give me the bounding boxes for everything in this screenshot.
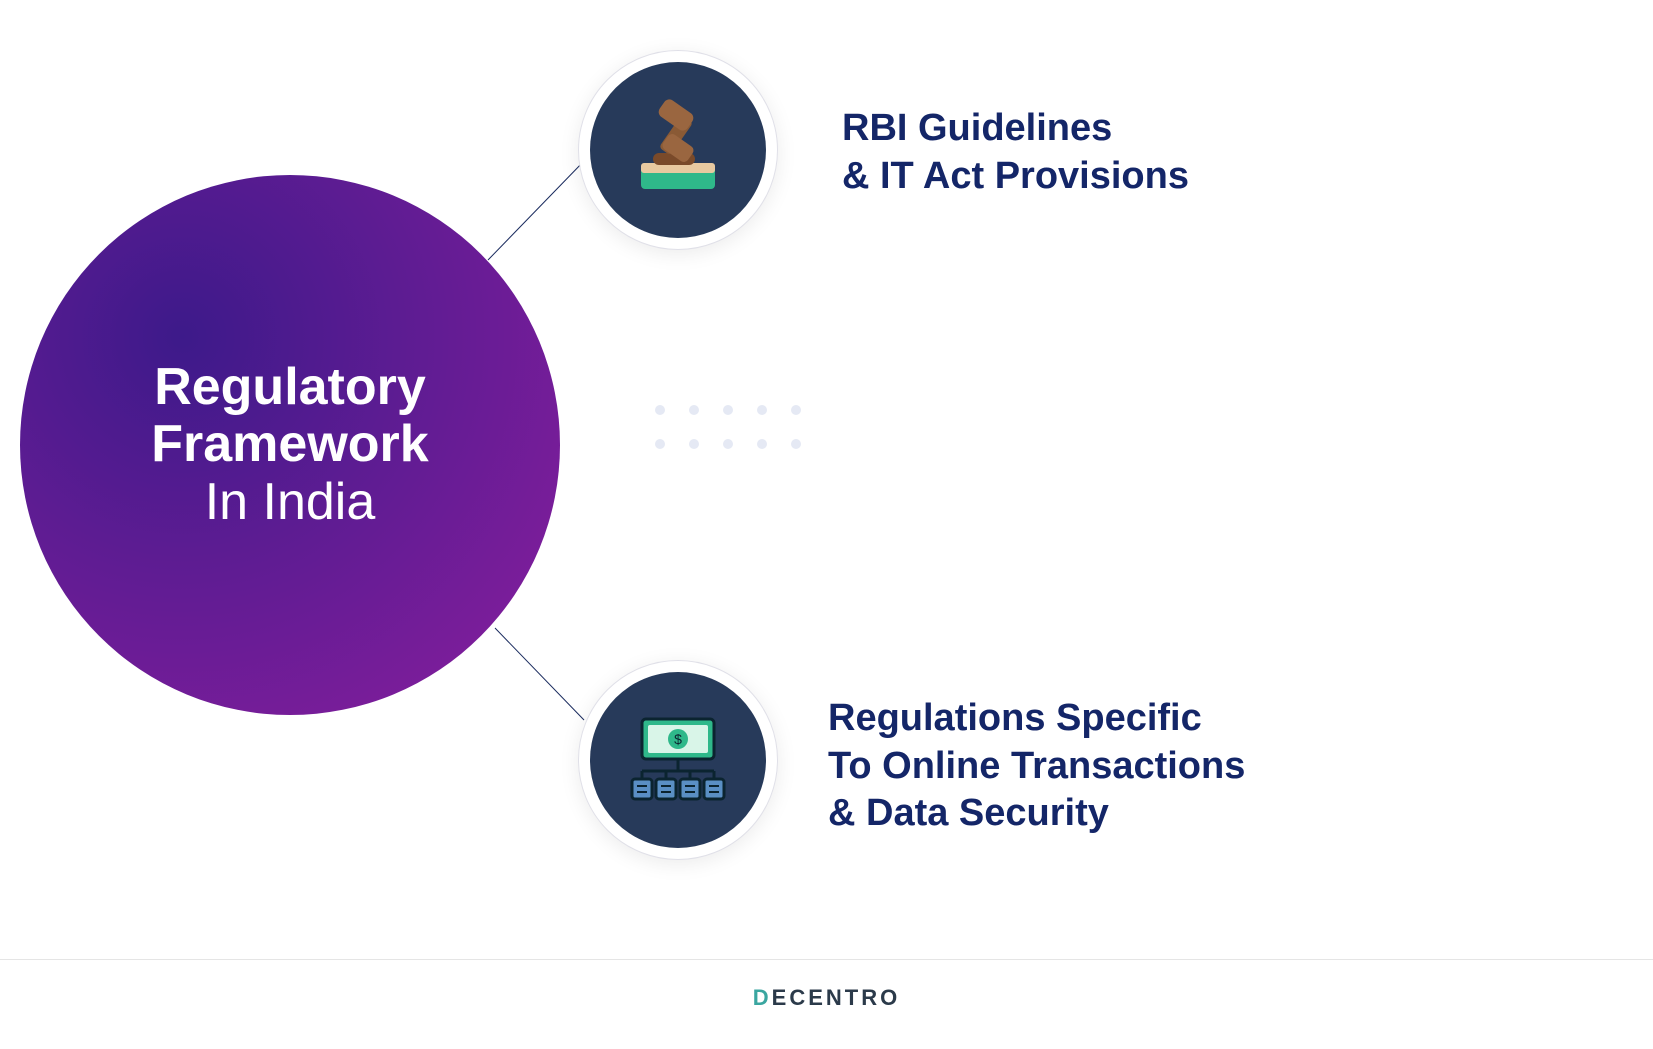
divider-line <box>0 959 1653 960</box>
money-network-icon: $ <box>618 705 738 815</box>
node-rbi-outer <box>578 50 778 250</box>
brand-logo: DECENTRO <box>753 985 900 1011</box>
svg-text:$: $ <box>674 731 682 747</box>
node-rbi-inner <box>590 62 766 238</box>
node-online-label: Regulations SpecificTo Online Transactio… <box>828 695 1245 838</box>
node-online-inner: $ <box>590 672 766 848</box>
node-rbi-label: RBI Guidelines& IT Act Provisions <box>842 105 1189 200</box>
main-topic-circle: Regulatory Framework In India <box>20 175 560 715</box>
main-title-line2: Framework <box>151 416 428 473</box>
main-title-line1: Regulatory <box>154 359 426 416</box>
main-title-line3: In India <box>205 474 376 531</box>
node-online-outer: $ <box>578 660 778 860</box>
gavel-book-icon <box>623 95 733 205</box>
